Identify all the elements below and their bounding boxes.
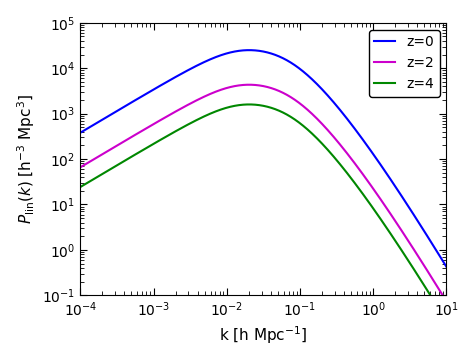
z=4	[433, 302, 439, 306]
z=4	[366, 200, 372, 204]
z=0	[246, 48, 252, 52]
z=2	[246, 83, 252, 87]
Line: z=4: z=4	[80, 104, 447, 321]
Y-axis label: $P_{\rm lin}(k)$ [h$^{-3}$ Mpc$^3$]: $P_{\rm lin}(k)$ [h$^{-3}$ Mpc$^3$]	[15, 94, 36, 224]
z=0	[77, 131, 83, 135]
z=2	[96, 154, 102, 158]
z=2	[366, 180, 372, 185]
Line: z=2: z=2	[80, 85, 447, 301]
z=4	[77, 185, 83, 189]
z=2	[444, 299, 449, 304]
Line: z=0: z=0	[80, 50, 447, 267]
z=4	[255, 103, 261, 107]
z=2	[246, 83, 252, 87]
z=2	[433, 282, 439, 287]
z=2	[433, 282, 439, 287]
z=2	[255, 83, 261, 87]
z=4	[246, 102, 252, 106]
z=0	[96, 119, 102, 124]
X-axis label: k [h Mpc$^{-1}$]: k [h Mpc$^{-1}$]	[219, 324, 308, 346]
z=0	[366, 146, 372, 150]
z=0	[444, 265, 449, 269]
Legend: z=0, z=2, z=4: z=0, z=2, z=4	[369, 30, 439, 97]
z=4	[433, 302, 439, 306]
z=0	[246, 48, 252, 52]
z=4	[246, 102, 252, 106]
z=0	[433, 248, 439, 252]
z=0	[433, 248, 439, 252]
z=4	[444, 319, 449, 323]
z=2	[77, 165, 83, 169]
z=0	[255, 49, 261, 53]
z=4	[96, 174, 102, 178]
